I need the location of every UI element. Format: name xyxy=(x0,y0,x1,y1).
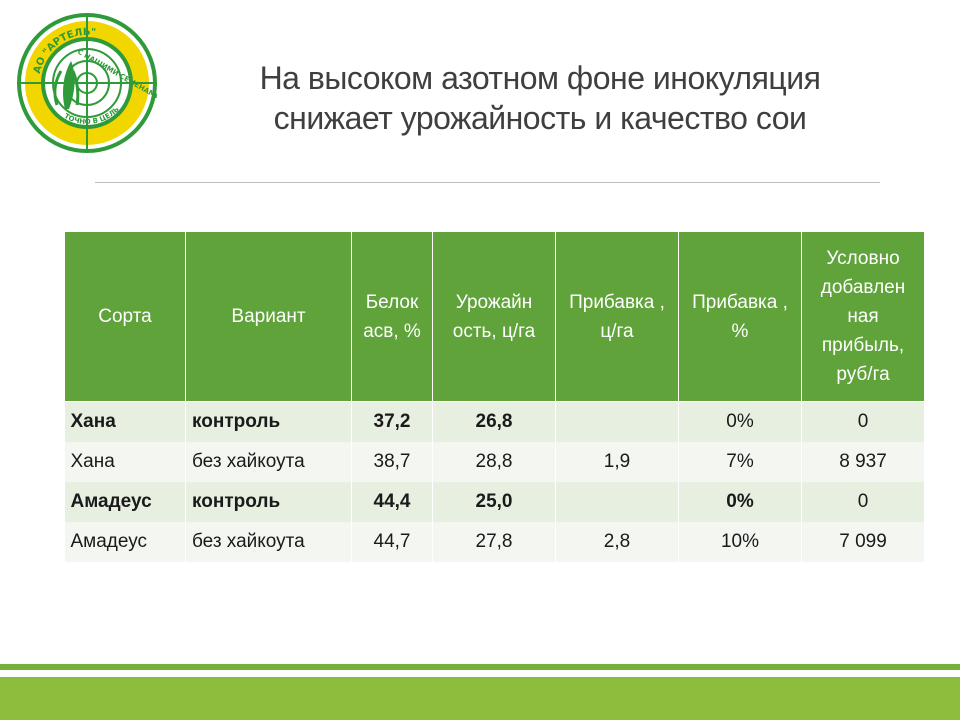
title-divider xyxy=(95,182,880,183)
cell-profit: 0 xyxy=(801,482,925,522)
title-line-1: На высоком азотном фоне инокуляция xyxy=(259,60,821,96)
cell-protein: 44,7 xyxy=(351,522,433,562)
header-variety: Сорта xyxy=(64,231,186,402)
cell-profit: 7 099 xyxy=(801,522,925,562)
footer-divider xyxy=(0,664,960,670)
cell-increase-pct: 0% xyxy=(678,482,802,522)
cell-variety: Хана xyxy=(64,442,186,482)
cell-yield: 26,8 xyxy=(432,401,556,442)
cell-yield: 27,8 xyxy=(432,522,556,562)
cell-protein: 37,2 xyxy=(351,401,433,442)
cell-yield: 25,0 xyxy=(432,482,556,522)
cell-profit: 0 xyxy=(801,401,925,442)
header-yield: Урожайн ость, ц/га xyxy=(432,231,556,402)
cell-variant: без хайкоута xyxy=(185,522,352,562)
cell-increase-abs: 1,9 xyxy=(555,442,679,482)
cell-protein: 38,7 xyxy=(351,442,433,482)
cell-protein: 44,4 xyxy=(351,482,433,522)
cell-variety: Амадеус xyxy=(64,522,186,562)
cell-variant: без хайкоута xyxy=(185,442,352,482)
table-row: Хана без хайкоута 38,7 28,8 1,9 7% 8 937 xyxy=(64,442,925,482)
cell-increase-pct: 0% xyxy=(678,401,802,442)
table-row: Хана контроль 37,2 26,8 0% 0 xyxy=(64,401,925,442)
footer-band xyxy=(0,677,960,720)
cell-increase-pct: 7% xyxy=(678,442,802,482)
page-title: На высоком азотном фоне инокуляция снижа… xyxy=(180,58,900,138)
company-logo: АО "АРТЕЛЬ" С НАШИМИ СЕМЕНАМИ ТОЧНО В ЦЕ… xyxy=(17,13,162,153)
cell-variety: Амадеус xyxy=(64,482,186,522)
table-row: Амадеус без хайкоута 44,7 27,8 2,8 10% 7… xyxy=(64,522,925,562)
header-increase-pct: Прибавка , % xyxy=(678,231,802,402)
table-header-row: Сорта Вариант Белок асв, % Урожайн ость,… xyxy=(64,231,925,402)
header-profit: Условно добавлен ная прибыль, руб/га xyxy=(801,231,925,402)
cell-yield: 28,8 xyxy=(432,442,556,482)
cell-profit: 8 937 xyxy=(801,442,925,482)
cell-increase-pct: 10% xyxy=(678,522,802,562)
header-protein: Белок асв, % xyxy=(351,231,433,402)
cell-increase-abs: 2,8 xyxy=(555,522,679,562)
cell-increase-abs xyxy=(555,482,679,522)
cell-variety: Хана xyxy=(64,401,186,442)
table-row: Амадеус контроль 44,4 25,0 0% 0 xyxy=(64,482,925,522)
title-line-2: снижает урожайность и качество сои xyxy=(273,100,807,136)
header-variant: Вариант xyxy=(185,231,352,402)
cell-increase-abs xyxy=(555,401,679,442)
cell-variant: контроль xyxy=(185,401,352,442)
header-increase-abs: Прибавка , ц/га xyxy=(555,231,679,402)
cell-variant: контроль xyxy=(185,482,352,522)
results-table: Сорта Вариант Белок асв, % Урожайн ость,… xyxy=(64,231,925,562)
